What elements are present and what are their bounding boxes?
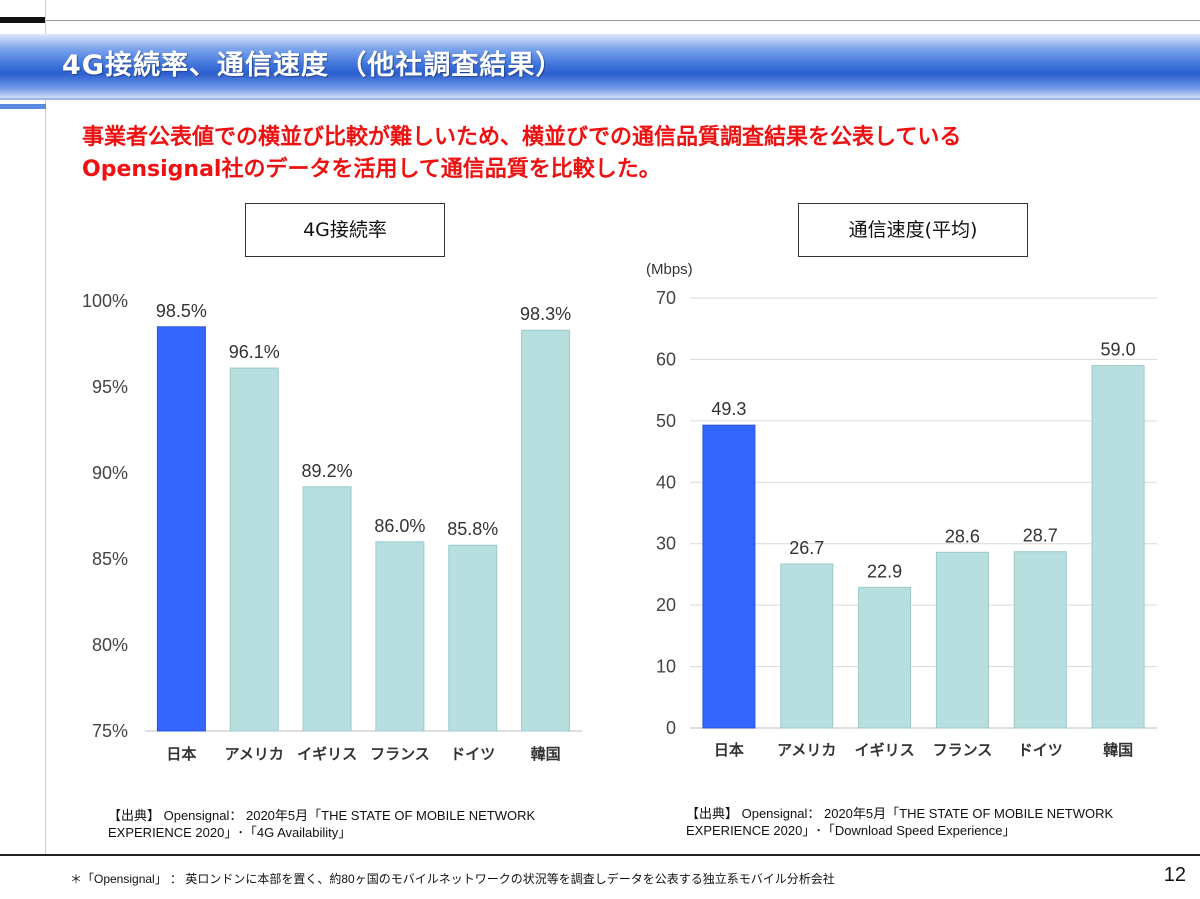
- chart2-source-line2: EXPERIENCE 2020」･「Download Speed Experie…: [686, 823, 1016, 838]
- chart1-bar: [302, 486, 352, 732]
- chart2-unit-label: (Mbps): [646, 261, 693, 278]
- chart2-bar: [1091, 365, 1145, 729]
- chart1-category-label: アメリカ: [225, 745, 284, 763]
- chart2-ytick-label: 30: [656, 534, 676, 554]
- chart1-bar: [448, 544, 498, 732]
- chart2-data-label: 49.3: [711, 399, 746, 419]
- chart2-category-label: 韓国: [1103, 741, 1133, 759]
- chart1-data-label: 86.0%: [374, 516, 425, 536]
- chart2-ytick-label: 20: [656, 595, 676, 615]
- bottom-rule: [0, 854, 1200, 856]
- chart2-category-label: イギリス: [855, 741, 915, 759]
- title-bar-underline: [0, 98, 1200, 100]
- chart2-title: 通信速度(平均): [798, 203, 1028, 257]
- chart1-bar: [375, 541, 425, 732]
- lead-text-line2: Opensignal社のデータを活用して通信品質を比較した。: [82, 157, 661, 182]
- chart2-data-label: 59.0: [1101, 340, 1136, 360]
- chart1-source-line2: EXPERIENCE 2020」･「4G Availability」: [108, 825, 352, 840]
- chart1-category-label: ドイツ: [450, 745, 495, 763]
- chart2-source: 【出典】 Opensignal： 2020年5月「THE STATE OF MO…: [686, 805, 1113, 839]
- chart1-data-label: 98.5%: [156, 301, 207, 321]
- chart2-bar: [780, 563, 834, 729]
- chart1-bar: [521, 329, 571, 732]
- title-bar-accent-mark: [0, 104, 46, 109]
- lead-text-line1: 事業者公表値での横並び比較が難しいため、横並びでの通信品質調査結果を公表している: [82, 125, 962, 150]
- chart2-data-label: 22.9: [867, 561, 902, 581]
- left-margin-rule: [45, 0, 46, 855]
- chart2-data-label: 28.7: [1023, 526, 1058, 546]
- chart2-data-label: 26.7: [789, 538, 824, 558]
- page-number: 12: [1163, 864, 1186, 886]
- chart1-data-label: 96.1%: [229, 342, 280, 362]
- chart2-category-label: アメリカ: [777, 741, 836, 759]
- chart2-ytick-label: 60: [656, 349, 676, 369]
- chart2-bar: [935, 551, 989, 729]
- chart2-category-label: 日本: [714, 741, 744, 759]
- chart2-ytick-label: 0: [666, 718, 676, 738]
- chart1-ytick-label: 100%: [82, 291, 128, 311]
- chart2-bar: [702, 424, 756, 729]
- chart1-category-label: 韓国: [531, 745, 561, 763]
- chart2-source-line1: 【出典】 Opensignal： 2020年5月「THE STATE OF MO…: [686, 806, 1114, 821]
- chart1-bar: [156, 326, 206, 732]
- chart2-ytick-label: 70: [656, 288, 676, 308]
- chart1-ytick-label: 75%: [92, 721, 128, 741]
- chart1-source-line1: 【出典】 Opensignal： 2020年5月「THE STATE OF MO…: [108, 808, 536, 823]
- chart1-data-label: 98.3%: [520, 304, 571, 324]
- chart1-category-label: フランス: [370, 745, 430, 763]
- chart2-category-label: ドイツ: [1018, 741, 1063, 759]
- chart2-ytick-label: 40: [656, 472, 676, 492]
- chart1-data-label: 85.8%: [447, 519, 498, 539]
- chart1-ytick-label: 85%: [92, 549, 128, 569]
- chart1-category-label: イギリス: [297, 745, 357, 763]
- chart1-title: 4G接続率: [245, 203, 445, 257]
- top-accent-mark: [0, 17, 46, 23]
- page-title: 4G接続率、通信速度 （他社調査結果）: [62, 50, 564, 81]
- chart1-ytick-label: 90%: [92, 463, 128, 483]
- chart1-ytick-label: 95%: [92, 377, 128, 397]
- chart1-ytick-label: 80%: [92, 635, 128, 655]
- chart2-ytick-label: 10: [656, 657, 676, 677]
- chart2-data-label: 28.6: [945, 526, 980, 546]
- chart1-data-label: 89.2%: [302, 461, 353, 481]
- top-rule: [0, 20, 1200, 21]
- chart2-bar: [1013, 551, 1067, 729]
- chart2-bar: [858, 586, 912, 729]
- chart1-category-label: 日本: [166, 745, 196, 763]
- chart1-source: 【出典】 Opensignal： 2020年5月「THE STATE OF MO…: [108, 807, 535, 841]
- title-bar: [0, 34, 1200, 98]
- chart2-ytick-label: 50: [656, 411, 676, 431]
- chart2-category-label: フランス: [933, 741, 993, 759]
- chart1-bar: [229, 367, 279, 732]
- footnote: ＊「Opensignal」 ： 英ロンドンに本部を置く、約80ヶ国のモバイルネッ…: [70, 872, 835, 886]
